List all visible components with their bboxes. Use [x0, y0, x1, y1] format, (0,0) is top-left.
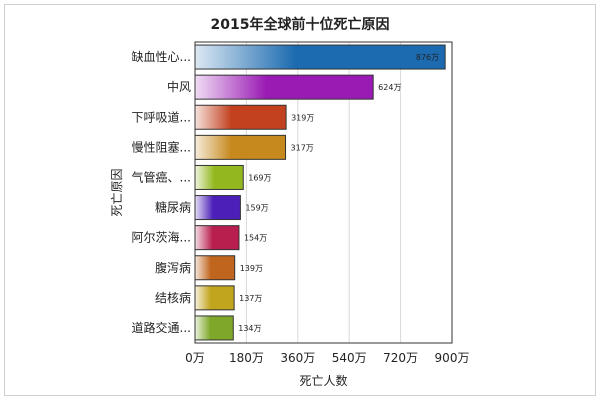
category-label: 腹泻病 — [155, 260, 191, 275]
category-label: 结核病 — [155, 290, 191, 305]
category-label: 慢性阻塞... — [132, 139, 191, 154]
bar-value-label: 137万 — [239, 294, 262, 303]
bar[interactable] — [194, 255, 236, 281]
x-tick-label: 720万 — [383, 351, 418, 365]
bar-layer — [194, 44, 446, 341]
bar[interactable] — [194, 164, 244, 190]
bar[interactable] — [194, 195, 241, 221]
category-label: 阿尔茨海... — [132, 230, 191, 245]
category-label: 气管癌、... — [132, 169, 191, 184]
category-label: 道路交通... — [132, 320, 191, 335]
x-tick-label: 540万 — [332, 351, 367, 365]
bar-value-label: 319万 — [291, 113, 314, 122]
bar-value-label: 624万 — [378, 83, 401, 92]
label-layer: 0万 180万 360万 540万 720万 900万 876万 缺血性心... 624万 中风 3… — [132, 49, 470, 365]
bar-value-label: 169万 — [248, 173, 271, 182]
bar[interactable] — [194, 225, 240, 251]
x-tick-label: 900万 — [435, 351, 470, 365]
x-tick-label: 180万 — [229, 351, 264, 365]
category-label: 中风 — [167, 79, 191, 94]
bar-value-label: 154万 — [244, 234, 267, 243]
plot-border — [194, 41, 453, 344]
bar[interactable] — [194, 44, 446, 70]
bar-value-label: 876万 — [416, 53, 439, 62]
bar[interactable] — [194, 104, 287, 130]
x-axis-title: 死亡人数 — [299, 373, 347, 388]
bar[interactable] — [194, 315, 234, 341]
y-axis-title: 死亡原因 — [110, 168, 124, 216]
category-label: 糖尿病 — [155, 200, 191, 215]
bar-value-label: 317万 — [291, 143, 314, 152]
bar[interactable] — [194, 285, 235, 311]
x-tick-label: 360万 — [280, 351, 315, 365]
bar-value-label: 139万 — [240, 264, 263, 273]
bar[interactable] — [194, 74, 374, 100]
category-label: 下呼吸道... — [132, 110, 191, 124]
bar-value-label: 159万 — [245, 204, 268, 213]
x-tick-label: 0万 — [185, 351, 205, 365]
bar[interactable] — [194, 134, 287, 160]
category-label: 缺血性心... — [132, 49, 191, 64]
bar-value-label: 134万 — [238, 324, 261, 333]
chart-title: 2015年全球前十位死亡原因 — [210, 17, 390, 33]
